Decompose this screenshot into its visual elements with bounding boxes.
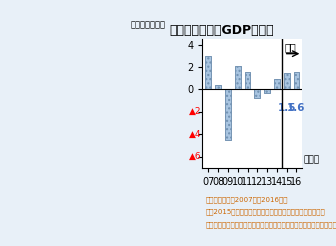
Bar <box>264 90 270 93</box>
Bar <box>245 72 250 90</box>
Bar <box>294 72 299 90</box>
Bar <box>235 66 241 90</box>
Bar <box>205 56 211 90</box>
Bar <box>215 85 221 90</box>
Bar <box>284 73 290 90</box>
Text: （年）: （年） <box>303 155 320 164</box>
Bar <box>264 90 270 93</box>
Bar <box>235 66 241 90</box>
Bar <box>254 90 260 98</box>
Bar <box>225 90 231 140</box>
Bar <box>284 73 290 90</box>
Text: 1.5: 1.5 <box>278 103 296 113</box>
Bar <box>294 72 299 90</box>
Text: ▲6: ▲6 <box>189 152 202 161</box>
Bar <box>215 85 221 90</box>
Text: 1.6: 1.6 <box>287 103 306 113</box>
Bar <box>274 79 280 90</box>
Text: 予想: 予想 <box>284 42 296 52</box>
Text: ▲4: ▲4 <box>189 130 202 139</box>
Text: ▲2: ▲2 <box>189 107 202 116</box>
Bar <box>205 56 211 90</box>
Text: ユーロ圏の実質GDP成長率: ユーロ圏の実質GDP成長率 <box>170 24 275 37</box>
Text: （注）データは2007年～2016年。: （注）データは2007年～2016年。 <box>206 196 288 202</box>
Text: （％、前年比）: （％、前年比） <box>131 20 166 29</box>
Bar <box>274 79 280 90</box>
Bar <box>225 90 231 140</box>
Bar <box>254 90 260 98</box>
Bar <box>245 72 250 90</box>
Text: （出所）欧州統計局のデータを基に三井住友アセットマネジメント作成: （出所）欧州統計局のデータを基に三井住友アセットマネジメント作成 <box>206 222 336 228</box>
Text: 2015年以降は三井住友アセットマネジメントの予想。: 2015年以降は三井住友アセットマネジメントの予想。 <box>206 209 325 215</box>
